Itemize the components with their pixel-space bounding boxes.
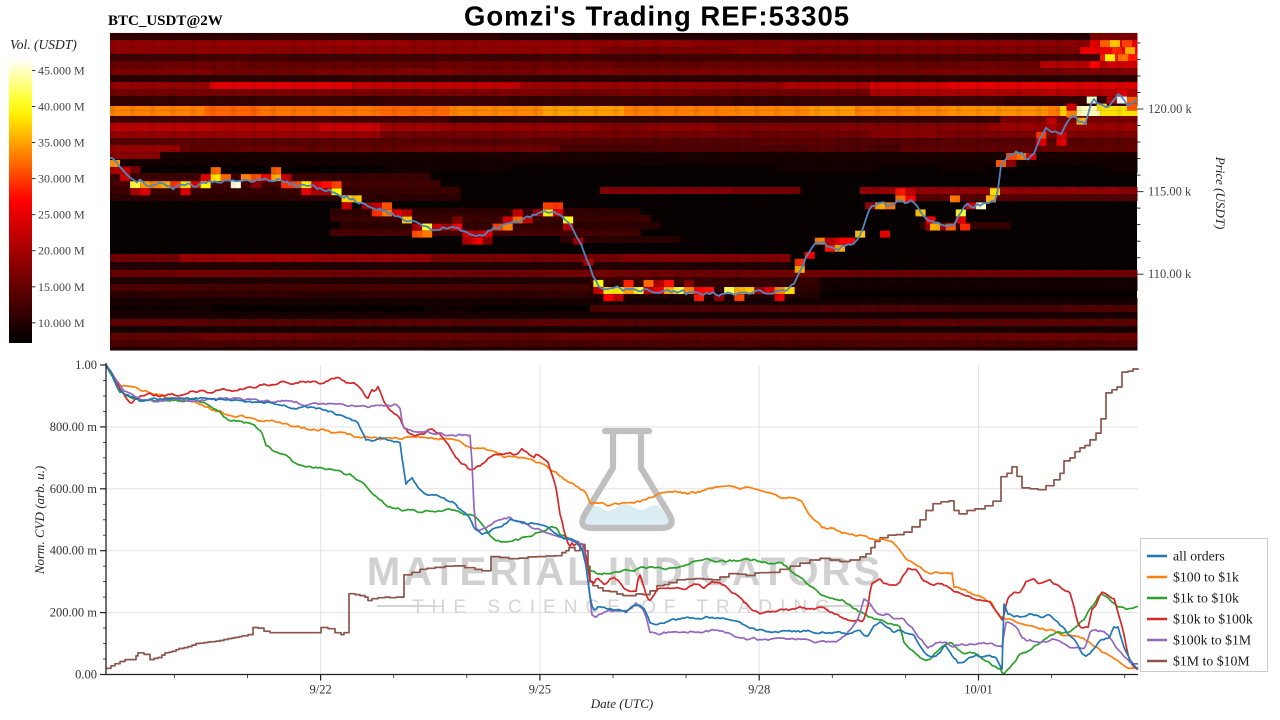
svg-text:$10k to $100k: $10k to $100k — [1173, 612, 1253, 627]
svg-text:800.00 m: 800.00 m — [50, 420, 98, 434]
svg-text:$100k to $1M: $100k to $1M — [1173, 633, 1251, 648]
svg-text:35.000 M: 35.000 M — [38, 136, 85, 150]
svg-text:BTC_USDT@2W: BTC_USDT@2W — [108, 13, 223, 29]
svg-text:20.000 M: 20.000 M — [38, 244, 85, 258]
svg-text:Price (USDT): Price (USDT) — [1213, 156, 1228, 230]
svg-text:15.000 M: 15.000 M — [38, 280, 85, 294]
svg-text:9/22: 9/22 — [309, 683, 331, 697]
svg-text:400.00 m: 400.00 m — [50, 544, 98, 558]
svg-text:600.00 m: 600.00 m — [50, 482, 98, 496]
svg-text:Gomzi's Trading REF:53305: Gomzi's Trading REF:53305 — [464, 1, 850, 32]
svg-text:Vol. (USDT): Vol. (USDT) — [10, 37, 77, 52]
svg-text:MATERIAL INDICATORS: MATERIAL INDICATORS — [367, 550, 883, 594]
svg-text:30.000 M: 30.000 M — [38, 172, 85, 186]
svg-text:45.000 M: 45.000 M — [38, 63, 85, 77]
svg-text:10.000 M: 10.000 M — [38, 316, 85, 330]
svg-text:$1k to $10k: $1k to $10k — [1173, 591, 1239, 606]
svg-text:1.00: 1.00 — [75, 358, 97, 372]
svg-text:$1M to $10M: $1M to $10M — [1173, 654, 1250, 669]
svg-text:25.000 M: 25.000 M — [38, 208, 85, 222]
svg-text:Date (UTC): Date (UTC) — [590, 696, 653, 711]
svg-text:110.00 k: 110.00 k — [1148, 267, 1192, 281]
svg-text:10/01: 10/01 — [964, 683, 992, 697]
svg-text:all orders: all orders — [1173, 549, 1225, 564]
svg-text:0.00: 0.00 — [75, 668, 97, 682]
svg-text:40.000 M: 40.000 M — [38, 100, 85, 114]
svg-text:Norm. CVD (arb. u.): Norm. CVD (arb. u.) — [32, 466, 47, 575]
svg-text:THE SCIENCE OF TRADING: THE SCIENCE OF TRADING — [412, 597, 838, 618]
svg-text:120.00 k: 120.00 k — [1148, 102, 1193, 116]
svg-text:9/28: 9/28 — [748, 683, 770, 697]
svg-text:115.00 k: 115.00 k — [1148, 185, 1192, 199]
svg-text:200.00 m: 200.00 m — [50, 606, 98, 620]
svg-text:9/25: 9/25 — [529, 683, 551, 697]
svg-text:$100 to $1k: $100 to $1k — [1173, 570, 1239, 585]
